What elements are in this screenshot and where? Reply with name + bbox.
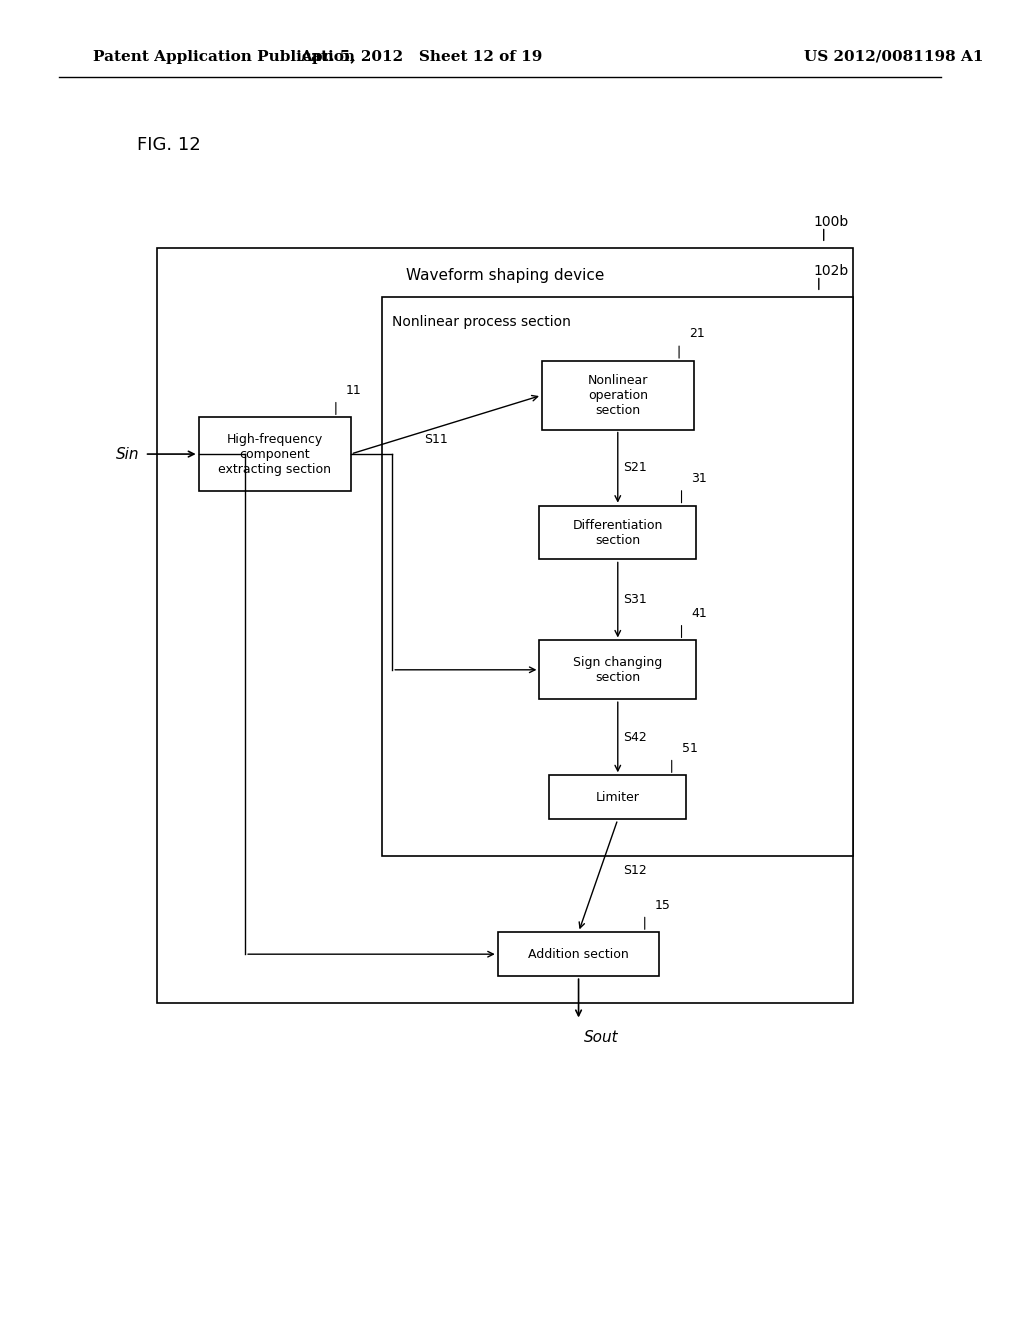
Bar	[549, 775, 686, 820]
Text: Nonlinear process section: Nonlinear process section	[392, 315, 571, 329]
Bar	[199, 417, 350, 491]
Text: Waveform shaping device: Waveform shaping device	[406, 268, 604, 282]
Text: S11: S11	[425, 433, 449, 446]
Text: 102b: 102b	[813, 264, 848, 277]
Text: S12: S12	[623, 865, 646, 878]
Text: Differentiation
section: Differentiation section	[572, 519, 663, 546]
Bar	[382, 297, 853, 857]
Text: S31: S31	[623, 594, 646, 606]
Bar	[540, 506, 696, 560]
Text: Addition section: Addition section	[528, 948, 629, 961]
Text: Sout: Sout	[584, 1030, 618, 1045]
Text: FIG. 12: FIG. 12	[137, 136, 201, 154]
Text: 11: 11	[346, 384, 361, 397]
Text: Limiter: Limiter	[596, 791, 640, 804]
Bar	[498, 932, 659, 977]
Text: Patent Application Publication: Patent Application Publication	[93, 50, 355, 63]
Text: Apr. 5, 2012   Sheet 12 of 19: Apr. 5, 2012 Sheet 12 of 19	[300, 50, 543, 63]
Text: 21: 21	[689, 327, 705, 341]
Text: 15: 15	[654, 899, 671, 912]
Text: Nonlinear
operation
section: Nonlinear operation section	[588, 374, 648, 417]
Text: High-frequency
component
extracting section: High-frequency component extracting sect…	[218, 433, 331, 475]
Bar	[542, 360, 694, 429]
Text: US 2012/0081198 A1: US 2012/0081198 A1	[804, 50, 984, 63]
Text: 100b: 100b	[813, 215, 848, 228]
Bar	[157, 248, 853, 1003]
Text: Sin: Sin	[117, 446, 139, 462]
Text: 41: 41	[691, 607, 708, 620]
Bar	[540, 640, 696, 700]
Text: S21: S21	[623, 461, 646, 474]
Text: Sign changing
section: Sign changing section	[573, 656, 663, 684]
Text: 31: 31	[691, 473, 708, 484]
Text: 51: 51	[682, 742, 697, 755]
Text: S42: S42	[623, 731, 646, 743]
